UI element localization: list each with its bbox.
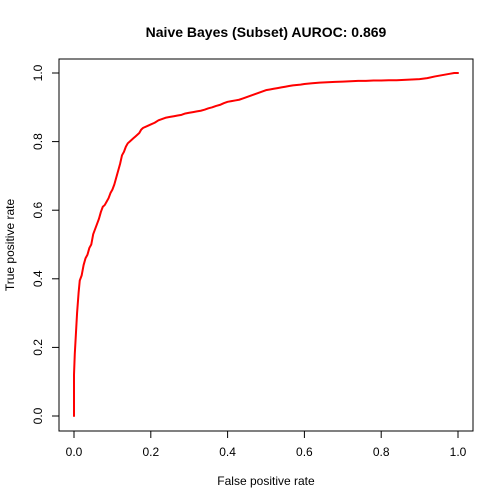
- x-tick-label: 0.6: [296, 445, 313, 459]
- roc-curve-line: [73, 72, 459, 417]
- y-tick-label: 0.4: [31, 270, 45, 287]
- x-axis: 0.0 0.2 0.4 0.6 0.8 1.0: [66, 430, 467, 459]
- plot-frame: [58, 58, 474, 432]
- x-tick-label: 0.0: [66, 445, 83, 459]
- x-tick-label: 0.4: [219, 445, 236, 459]
- x-tick-label: 1.0: [450, 445, 467, 459]
- y-tick-label: 0.8: [31, 133, 45, 150]
- y-tick-label: 0.0: [31, 407, 45, 424]
- chart-title: Naive Bayes (Subset) AUROC: 0.869: [146, 24, 387, 40]
- x-axis-label: False positive rate: [217, 474, 315, 488]
- y-tick-label: 0.2: [31, 339, 45, 356]
- y-tick-label: 1.0: [31, 64, 45, 81]
- series-layer: [73, 72, 459, 417]
- x-tick-label: 0.2: [142, 445, 159, 459]
- y-axis: 0.0 0.2 0.4 0.6 0.8 1.0: [31, 64, 60, 424]
- y-axis-label: True positive rate: [3, 199, 17, 292]
- y-tick-label: 0.6: [31, 202, 45, 219]
- x-tick-label: 0.8: [373, 445, 390, 459]
